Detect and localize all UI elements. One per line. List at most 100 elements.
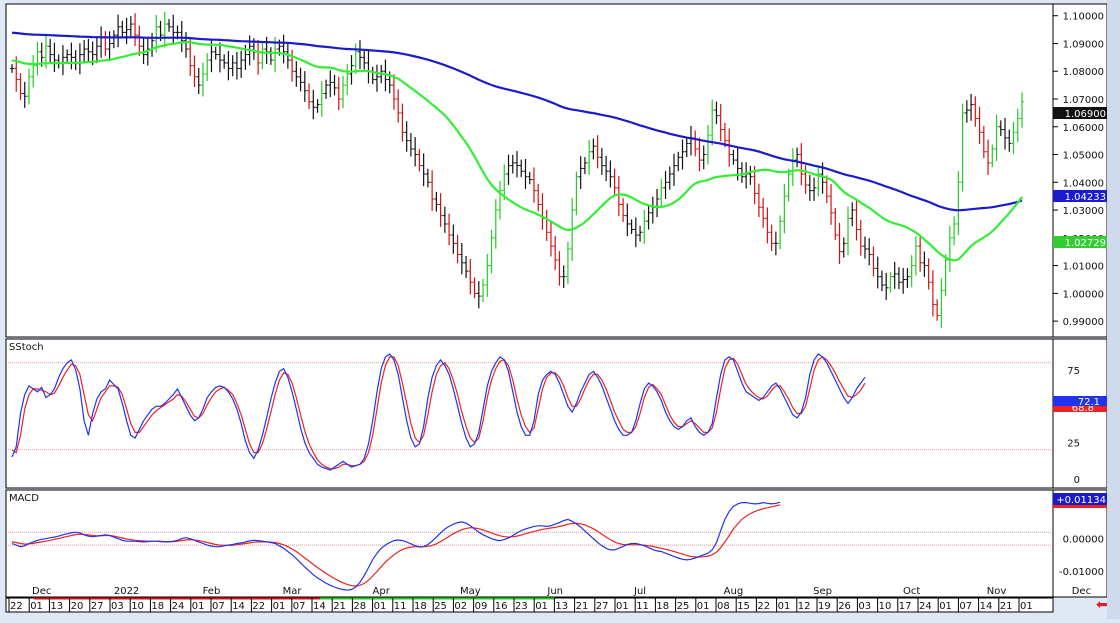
day-label: 07	[212, 601, 225, 612]
day-label: 14	[232, 601, 245, 612]
day-label: 07	[959, 601, 972, 612]
day-label: 13	[555, 601, 568, 612]
day-label: 28	[353, 601, 366, 612]
day-label: 14	[980, 601, 993, 612]
price-tick-label: 0.99000	[1063, 317, 1104, 328]
day-label: 01	[778, 601, 791, 612]
day-label: 09	[475, 601, 488, 612]
day-label: 01	[616, 601, 629, 612]
day-label: 01	[939, 601, 952, 612]
day-label: 01	[374, 601, 387, 612]
day-label: 25	[434, 601, 447, 612]
day-label: 23	[515, 601, 528, 612]
day-label: 11	[394, 601, 407, 612]
day-label: 17	[899, 601, 912, 612]
day-label: 16	[495, 601, 508, 612]
day-label: 18	[414, 601, 427, 612]
last-price-badge: 1.06900	[1053, 107, 1107, 120]
day-label: 01	[30, 601, 43, 612]
day-label: 02	[454, 601, 467, 612]
day-label: 25	[677, 601, 690, 612]
stoch-tick-label: 75	[1067, 366, 1080, 377]
day-label: 22	[757, 601, 770, 612]
day-label: 24	[919, 601, 932, 612]
day-label: 27	[596, 601, 609, 612]
moving-average-short	[11, 40, 1023, 262]
stoch-panel	[5, 338, 1054, 489]
price-tick-label: 1.07000	[1063, 95, 1104, 106]
price-tick-label: 1.03000	[1063, 206, 1104, 217]
day-label: 19	[818, 601, 831, 612]
day-label: 01	[273, 601, 286, 612]
day-label: 08	[717, 601, 730, 612]
month-label: May	[460, 586, 481, 597]
price-tick-label: 1.00000	[1063, 289, 1104, 300]
macd-value-label: +0.01134	[1056, 495, 1106, 506]
macd-tick-label: -0.01000	[1059, 567, 1104, 578]
day-label: 01	[535, 601, 548, 612]
moving-average-long	[11, 31, 1023, 212]
day-label: 15	[737, 601, 750, 612]
month-label: Dec	[32, 586, 51, 597]
last-price-label: 1.06900	[1065, 109, 1106, 120]
price-tick-label: 1.06000	[1063, 123, 1104, 134]
stoch-axis-area	[1052, 338, 1108, 489]
day-label: 14	[313, 601, 326, 612]
back-arrow-icon[interactable]: ⬅	[1096, 597, 1108, 613]
day-label: 12	[798, 601, 811, 612]
macd-title: MACD	[9, 493, 39, 504]
day-label: 20	[71, 601, 84, 612]
day-label: 01	[192, 601, 205, 612]
month-label: Mar	[283, 586, 303, 597]
day-label: 18	[656, 601, 669, 612]
month-label: Dec	[1072, 586, 1091, 597]
month-label: 2022	[114, 586, 139, 597]
month-label: Oct	[903, 586, 920, 597]
price-axis-area	[1052, 3, 1108, 338]
ma-long-badge: 1.04233	[1053, 190, 1107, 203]
day-axis: 22 01 13 20 27 03 10 18 24 01 07 14 22 01 07 14 21 28 01 11…	[5, 597, 1054, 613]
day-label: 21	[576, 601, 589, 612]
price-tick-label: 1.09000	[1063, 39, 1104, 50]
day-label: 27	[91, 601, 104, 612]
month-label: Aug	[724, 586, 744, 597]
day-label: 18	[151, 601, 164, 612]
stoch-tick-label: 25	[1067, 439, 1080, 450]
day-label: 24	[172, 601, 185, 612]
macd-line	[11, 501, 781, 591]
month-label: Feb	[203, 586, 221, 597]
macd-panel	[5, 489, 1054, 598]
day-label: 26	[838, 601, 851, 612]
ma-short-value-label: 1.02729	[1065, 238, 1106, 249]
price-tick-label: 1.05000	[1063, 151, 1104, 162]
month-label: Apr	[373, 586, 391, 597]
day-label: 10	[879, 601, 892, 612]
price-panel	[5, 3, 1054, 338]
day-label: 07	[293, 601, 306, 612]
day-label: 13	[50, 601, 63, 612]
price-tick-label: 1.01000	[1063, 262, 1104, 273]
stoch-tick-label: 0	[1074, 475, 1080, 486]
price-tick-label: 1.04000	[1063, 178, 1104, 189]
day-label: 21	[1000, 601, 1013, 612]
stoch-d-line	[11, 356, 866, 470]
day-label: 03	[858, 601, 871, 612]
day-label: 11	[636, 601, 649, 612]
month-label: Jul	[633, 586, 646, 597]
stoch-d-badge: 68.8	[1053, 402, 1107, 414]
ma-long-value-label: 1.04233	[1065, 192, 1106, 203]
right-gutter	[1107, 0, 1120, 619]
stoch-title: SStoch	[9, 342, 44, 353]
macd-signal-line	[11, 504, 781, 587]
macd-tick-label: 0.00000	[1063, 535, 1104, 546]
macd-badge: +0.01134	[1053, 493, 1107, 508]
stoch-k-line	[11, 353, 866, 471]
month-label: Nov	[987, 586, 1007, 597]
month-label: Jun	[546, 586, 563, 597]
month-label: Sep	[813, 586, 832, 597]
stoch-k-badge: 72.1	[1053, 396, 1107, 408]
ma-short-badge: 1.02729	[1053, 236, 1107, 249]
day-label: 21	[333, 601, 346, 612]
day-label: 01	[697, 601, 710, 612]
